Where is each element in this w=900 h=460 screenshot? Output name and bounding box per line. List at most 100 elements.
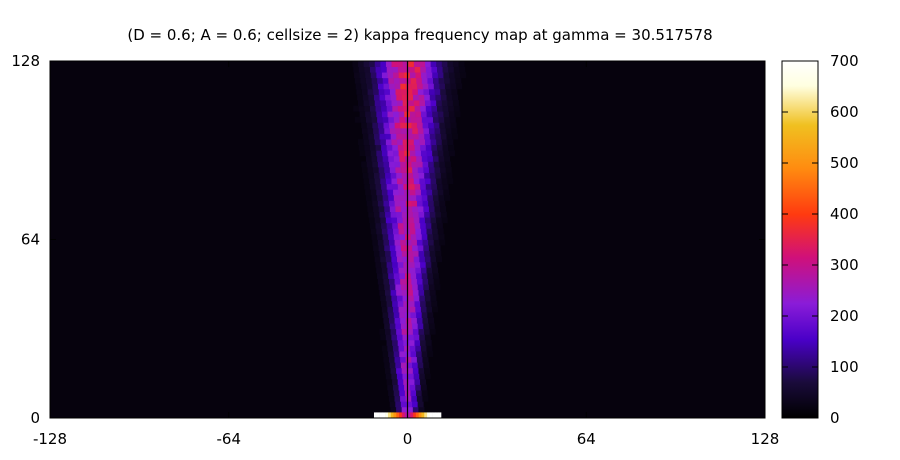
heatmap-cell [429, 323, 435, 329]
heatmap-cell [402, 251, 408, 257]
heatmap-cell [443, 189, 449, 195]
heatmap-cell [373, 128, 379, 134]
heatmap-cell [366, 195, 372, 201]
heatmap-cell [448, 67, 454, 73]
heatmap-cell [389, 240, 395, 246]
heatmap-cell [431, 106, 437, 112]
heatmap-cell [386, 139, 392, 145]
heatmap-cell [415, 306, 421, 312]
heatmap-cell [435, 134, 441, 140]
heatmap-cell [385, 251, 391, 257]
heatmap-cell [406, 83, 412, 89]
heatmap-cell [394, 312, 400, 318]
heatmap-cell [422, 351, 428, 357]
heatmap-cell [427, 273, 433, 279]
heatmap-cell [448, 106, 454, 112]
heatmap-cell [428, 200, 434, 206]
heatmap-cell [427, 195, 433, 201]
heatmap-cell [387, 379, 393, 385]
heatmap-cell [371, 111, 377, 117]
heatmap-cell [420, 184, 426, 190]
heatmap-cell [372, 117, 378, 123]
heatmap-cell [379, 89, 385, 95]
heatmap-cell [384, 206, 390, 212]
heatmap-cell [401, 89, 407, 95]
heatmap-cell [377, 156, 383, 162]
heatmap-cell [414, 295, 420, 301]
heatmap-cell [376, 150, 382, 156]
heatmap-cell [411, 279, 417, 285]
heatmap-cell [428, 318, 434, 324]
heatmap-cell [377, 78, 383, 84]
heatmap-cell [388, 78, 394, 84]
heatmap-cell [373, 167, 379, 173]
heatmap-cell [430, 412, 433, 418]
heatmap-cell [397, 100, 403, 106]
heatmap-cell [387, 301, 393, 307]
heatmap-cell [425, 373, 431, 379]
heatmap-cell [372, 200, 378, 206]
heatmap-cell [421, 306, 427, 312]
heatmap-cell [411, 200, 417, 206]
heatmap-cell [369, 61, 375, 67]
heatmap-cell [443, 106, 449, 112]
heatmap-cell [424, 368, 430, 374]
heatmap-cell [459, 61, 465, 67]
heatmap-cell [399, 156, 405, 162]
heatmap-cell [411, 122, 417, 128]
heatmap-cell [407, 212, 413, 218]
heatmap-cell [414, 178, 420, 184]
heatmap-cell [406, 161, 412, 167]
heatmap-cell [454, 67, 460, 73]
heatmap-cell [365, 189, 371, 195]
heatmap-cell [392, 184, 398, 190]
heatmap-cell [374, 412, 377, 418]
heatmap-cell [376, 267, 382, 273]
heatmap-cell [411, 273, 417, 279]
heatmap-cell [418, 245, 424, 251]
heatmap-cell [382, 345, 388, 351]
heatmap-cell [352, 61, 358, 67]
heatmap-cell [421, 189, 427, 195]
heatmap-cell [393, 345, 399, 351]
heatmap-cell [423, 128, 429, 134]
heatmap-cell [421, 267, 427, 273]
heatmap-cell [400, 200, 406, 206]
heatmap-cell [378, 122, 384, 128]
heatmap-cell [378, 161, 384, 167]
heatmap-cell [399, 390, 405, 396]
heatmap-cell [412, 284, 418, 290]
heatmap-cell [375, 217, 381, 223]
heatmap-cell [397, 178, 403, 184]
heatmap-cell [431, 301, 437, 307]
heatmap-cell [364, 61, 370, 67]
heatmap-cell [365, 72, 371, 78]
heatmap-cell [431, 223, 437, 229]
heatmap-cell [420, 262, 426, 268]
heatmap-cell [451, 128, 457, 134]
heatmap-cell [434, 161, 440, 167]
heatmap-cell [395, 279, 401, 285]
heatmap-cell [403, 301, 409, 307]
heatmap-cell [359, 106, 365, 112]
heatmap-cell [401, 206, 407, 212]
heatmap-cell [395, 83, 401, 89]
heatmap-cell [432, 72, 438, 78]
heatmap-cell [353, 106, 359, 112]
heatmap-cell [433, 234, 439, 240]
heatmap-cell [386, 100, 392, 106]
heatmap-cell [446, 128, 452, 134]
heatmap-cell [411, 234, 417, 240]
heatmap-cell [407, 329, 413, 335]
heatmap-cell [417, 161, 423, 167]
heatmap-cell [422, 195, 428, 201]
heatmap-cell [429, 167, 435, 173]
heatmap-cell [422, 390, 428, 396]
heatmap-cell [399, 189, 405, 195]
heatmap-cell [436, 256, 442, 262]
heatmap-cell [418, 407, 424, 413]
heatmap-cell [432, 228, 438, 234]
heatmap-cell [400, 122, 406, 128]
heatmap-cell [414, 139, 420, 145]
heatmap-cell [391, 139, 397, 145]
